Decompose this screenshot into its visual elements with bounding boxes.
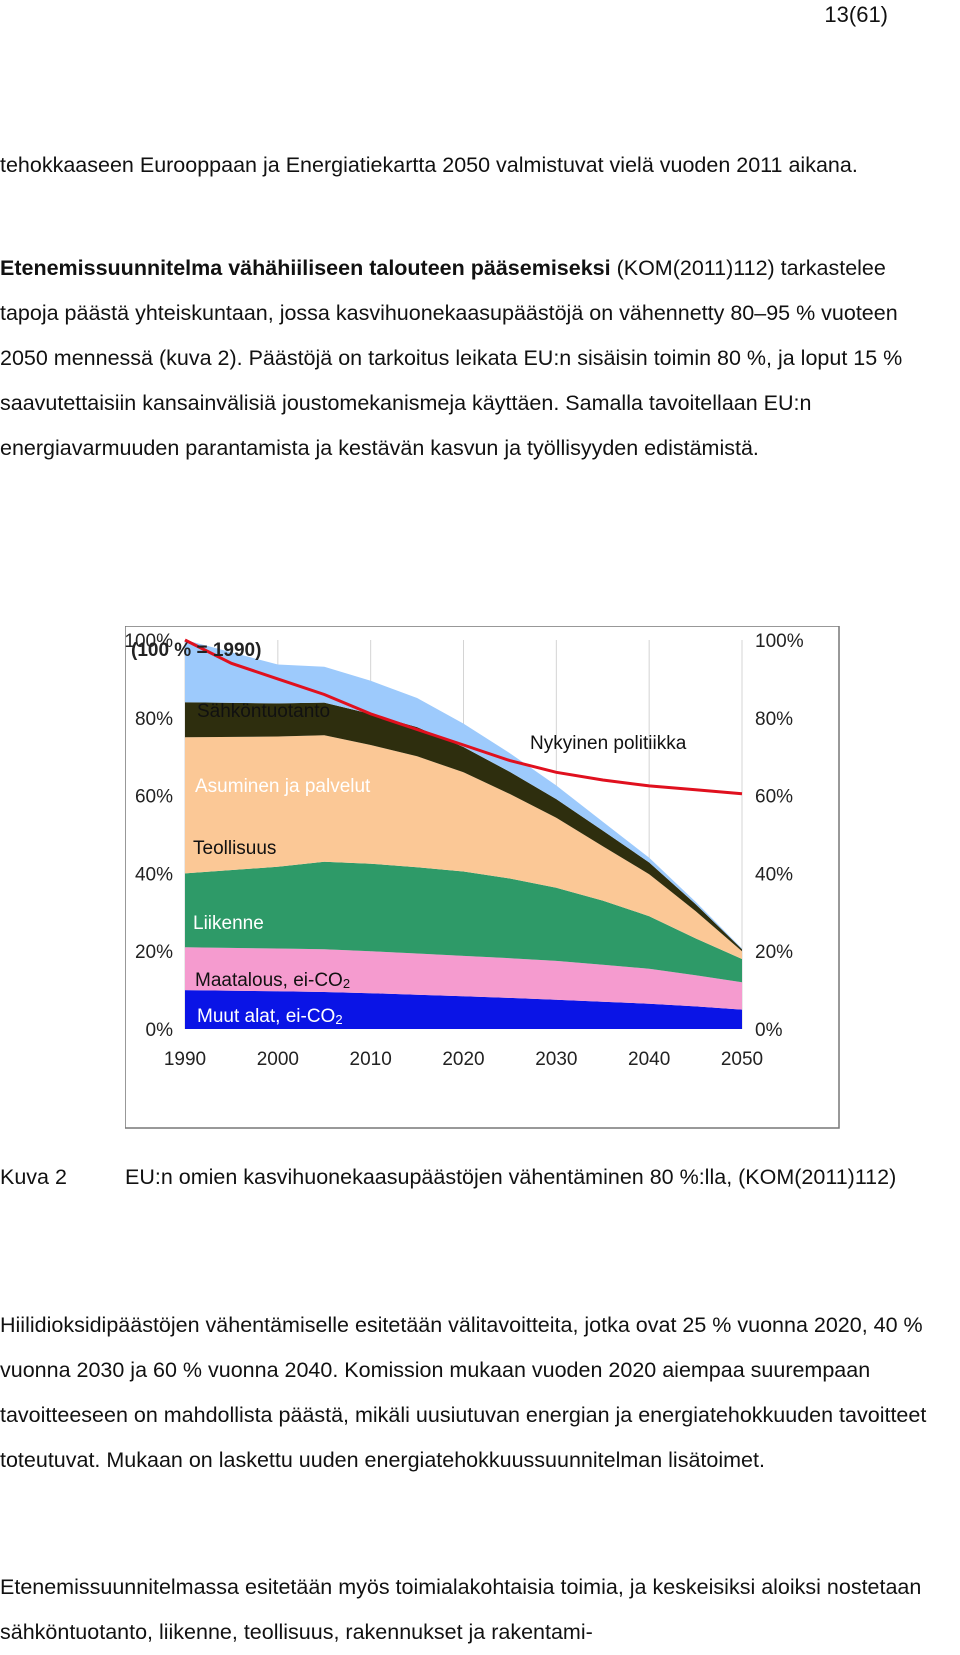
area-asuminen-ja-palvelut: [185, 702, 742, 952]
roadmap-title: Etenemissuunnitelma vähähiiliseen talout…: [0, 256, 611, 280]
series-label: Muut alat, ei-CO2: [197, 1006, 343, 1027]
y-tick-right: 0%: [755, 1020, 783, 1041]
emissions-chart: 100% 80% 60% 40% 20% 0% 100% 80% 60% 40% 20% 0% 1990…: [125, 626, 841, 1130]
line-nykyinen-politiikka: [184, 638, 743, 796]
y-tick-right: 80%: [755, 709, 793, 730]
area-teollisuus: [185, 735, 742, 959]
paragraph-roadmap: Etenemissuunnitelma vähähiiliseen talout…: [0, 246, 930, 471]
area-liikenne: [185, 861, 742, 983]
y-tick-right: 20%: [755, 942, 793, 963]
area-maatalous-ei-co2: [185, 947, 742, 1010]
series-label: Liikenne: [193, 913, 264, 934]
series-label: Teollisuus: [193, 838, 276, 859]
y-tick-left: 0%: [146, 1020, 174, 1041]
paragraph-sectors: Etenemissuunnitelmassa esitetään myös to…: [0, 1575, 922, 1644]
series-label: Sähköntuotanto: [197, 701, 330, 722]
series-label: Nykyinen politiikka: [530, 733, 687, 754]
x-tick: 2040: [628, 1049, 670, 1070]
y-tick-left: 80%: [135, 709, 173, 730]
x-tick: 2010: [350, 1049, 392, 1070]
x-tick: 1990: [164, 1049, 206, 1070]
caption-text: EU:n omien kasvihuonekaasupäästöjen vähe…: [125, 1165, 897, 1189]
x-tick: 2050: [721, 1049, 763, 1070]
series-label: Asuminen ja palvelut: [195, 776, 371, 797]
x-tick: 2030: [535, 1049, 577, 1070]
roadmap-body: (KOM(2011)112) tarkastelee tapoja päästä…: [0, 256, 903, 460]
y-tick-left: 40%: [135, 864, 173, 885]
y-tick-right: 60%: [755, 787, 793, 808]
caption-label: Kuva 2: [0, 1165, 67, 1189]
paragraph-milestones: Hiilidioksidipäästöjen vähentämiselle es…: [0, 1313, 927, 1472]
page-number: 13(61): [824, 2, 888, 27]
paragraph-intro: tehokkaaseen Eurooppaan ja Energiatiekar…: [0, 153, 858, 177]
x-tick: 2000: [257, 1049, 299, 1070]
y-tick-right: 100%: [755, 631, 804, 652]
y-tick-left: 20%: [135, 942, 173, 963]
x-tick: 2020: [442, 1049, 484, 1070]
emissions-chart-svg: 100% 80% 60% 40% 20% 0% 100% 80% 60% 40% 20% 0% 1990…: [125, 626, 840, 1129]
y-tick-left: 60%: [135, 787, 173, 808]
y-tick-right: 40%: [755, 864, 793, 885]
y-tick-left: 100%: [125, 631, 173, 652]
chart-title: (100 % = 1990): [131, 640, 261, 661]
area-sähköntuotanto: [185, 640, 742, 950]
series-label: Maatalous, ei-CO2: [195, 970, 350, 991]
area-muut-alat-ei-co2: [185, 990, 742, 1029]
